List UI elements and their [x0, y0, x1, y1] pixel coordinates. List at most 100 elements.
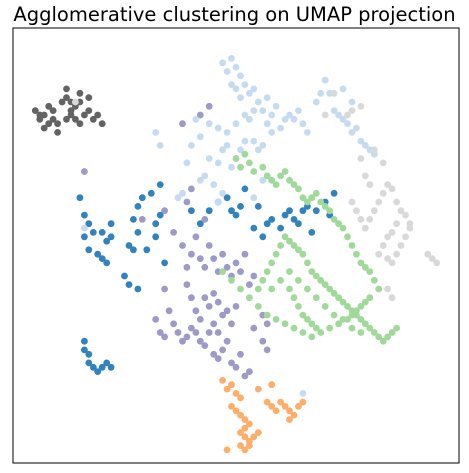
data-point: [286, 176, 293, 184]
data-point: [295, 220, 302, 228]
data-point: [433, 259, 441, 267]
data-point: [263, 398, 271, 406]
data-point: [156, 181, 164, 189]
data-point: [237, 350, 244, 358]
data-point: [210, 320, 218, 328]
data-point: [379, 189, 387, 197]
data-point: [348, 324, 356, 332]
data-point: [335, 294, 342, 302]
data-point: [196, 316, 204, 323]
data-point: [286, 416, 293, 423]
data-point: [125, 281, 133, 288]
data-point: [384, 233, 391, 241]
data-point: [223, 194, 231, 202]
data-point: [89, 115, 97, 123]
data-point: [361, 320, 369, 328]
data-point: [263, 220, 271, 228]
data-point: [361, 142, 369, 149]
data-point: [268, 259, 276, 267]
data-point: [250, 433, 258, 441]
data-point: [357, 316, 365, 323]
data-point: [241, 372, 249, 380]
data-point: [259, 337, 267, 345]
data-point: [259, 142, 267, 149]
data-point: [312, 98, 320, 106]
data-point: [277, 172, 284, 180]
data-point: [81, 111, 88, 119]
data-point: [388, 259, 396, 267]
data-point: [89, 229, 97, 236]
data-point: [321, 281, 329, 288]
data-point: [402, 211, 409, 219]
data-point: [219, 268, 227, 275]
data-point: [228, 320, 235, 328]
data-point: [232, 363, 240, 371]
data-point: [299, 390, 307, 397]
data-point: [156, 142, 164, 149]
data-point: [321, 111, 329, 119]
data-point: [121, 272, 128, 280]
data-point: [76, 89, 84, 97]
data-point: [370, 146, 378, 154]
data-point: [268, 216, 276, 223]
data-point: [375, 333, 383, 341]
data-point: [357, 303, 365, 310]
data-point: [241, 137, 249, 145]
data-point: [196, 133, 204, 141]
data-point: [357, 259, 365, 267]
cluster-3-points: [81, 55, 378, 397]
data-point: [223, 337, 231, 345]
data-point: [214, 198, 222, 206]
data-point: [277, 124, 284, 132]
data-point: [357, 137, 365, 145]
data-point: [67, 111, 75, 119]
data-point: [286, 207, 293, 215]
data-point: [223, 446, 231, 454]
data-point: [161, 207, 169, 215]
data-point: [263, 94, 271, 101]
data-point: [31, 107, 39, 114]
data-point: [223, 307, 231, 315]
data-point: [85, 359, 93, 367]
data-point: [246, 115, 253, 123]
data-point: [308, 268, 316, 275]
data-point: [397, 207, 405, 215]
data-point: [170, 320, 178, 328]
data-point: [384, 255, 391, 262]
data-point: [321, 76, 329, 84]
data-point: [107, 363, 115, 371]
data-point: [237, 394, 244, 402]
data-point: [263, 311, 271, 319]
data-point: [263, 120, 271, 128]
data-point: [170, 229, 178, 236]
data-point: [228, 163, 235, 171]
cluster-4-points: [72, 89, 441, 302]
data-point: [103, 237, 111, 245]
data-point: [237, 163, 244, 171]
data-point: [134, 229, 142, 236]
data-point: [348, 107, 356, 114]
data-point: [344, 233, 351, 241]
data-point: [286, 111, 293, 119]
data-point: [268, 285, 276, 293]
data-point: [188, 142, 195, 149]
data-point: [339, 316, 347, 323]
data-point: [228, 403, 235, 410]
data-point: [98, 363, 106, 371]
data-point: [384, 181, 391, 189]
data-point: [330, 89, 338, 97]
data-point: [228, 276, 235, 284]
data-point: [277, 398, 284, 406]
data-point: [281, 403, 289, 410]
data-point: [196, 220, 204, 228]
data-point: [161, 333, 169, 341]
data-point: [339, 85, 347, 93]
data-point: [290, 242, 298, 249]
data-point: [272, 250, 280, 258]
data-point: [201, 263, 209, 271]
data-point: [259, 107, 267, 114]
data-point: [250, 137, 258, 145]
data-point: [94, 111, 102, 119]
data-point: [143, 246, 151, 254]
